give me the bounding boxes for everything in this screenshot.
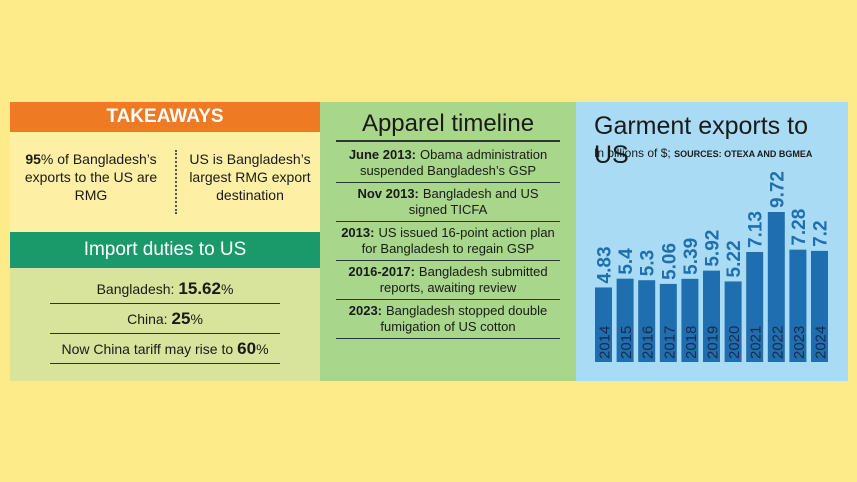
chart-panel: Garment exports to US In billions of $; …	[576, 102, 848, 381]
duty-unit: %	[190, 311, 203, 327]
x-tick-label: 2020	[726, 326, 743, 359]
duty-value: 15.62	[178, 279, 221, 298]
value-label: 5.3	[638, 250, 659, 276]
takeaways-title: TAKEAWAYS	[10, 102, 320, 132]
value-label: 7.13	[746, 211, 767, 248]
timeline-text: Bangladesh and US signed TICFA	[408, 186, 539, 217]
value-label: 4.83	[595, 246, 616, 283]
duty-unit: %	[256, 341, 269, 357]
bar	[681, 278, 699, 362]
bar	[638, 280, 656, 362]
x-tick-label: 2018	[683, 326, 700, 359]
x-tick-label: 2019	[705, 326, 722, 359]
timeline-date: Nov 2013:	[357, 186, 419, 201]
takeaway: 95% of Bangladesh’s exports to the US ar…	[16, 150, 166, 204]
bar	[811, 250, 828, 362]
timeline-text: Bangladesh submitted reports, awaiting r…	[379, 264, 548, 295]
duty-value: 60	[237, 339, 257, 358]
duty-unit: %	[220, 281, 234, 297]
bar	[767, 212, 785, 362]
x-tick-label: 2017	[661, 326, 678, 359]
timeline-title: Apparel timeline	[336, 110, 560, 142]
timeline-item: 2016-2017: Bangladesh submitted reports, …	[336, 261, 560, 300]
x-tick-label: 2015	[618, 326, 635, 359]
timeline-item: Nov 2013: Bangladesh and US signed TICFA	[336, 183, 560, 222]
bar	[789, 249, 807, 362]
x-tick-label: 2022	[769, 326, 786, 359]
value-label: 5.92	[703, 230, 724, 267]
timeline-text: Obama administration suspended Banglades…	[359, 147, 548, 178]
bar	[616, 278, 634, 362]
timeline-text: Bangladesh stopped double fumigation of …	[380, 303, 548, 334]
chart: 4.83 2014 5.4 2015 5.3 2016 5.06 2017 5.39 2018 5.…	[595, 171, 832, 362]
takeaways-panel: TAKEAWAYS 95% of Bangladesh’s exports to…	[10, 102, 320, 232]
duty-row: Bangladesh: 15.62%	[50, 274, 280, 304]
timeline-date: 2016-2017:	[348, 264, 415, 279]
timeline-text: US issued 16-point action plan for Bangl…	[361, 225, 555, 256]
duty-value: 25	[171, 309, 191, 328]
timeline-item: June 2013: Obama administration suspended…	[336, 144, 560, 183]
x-tick-label: 2016	[640, 326, 657, 359]
timeline-item: 2023: Bangladesh stopped double fumigatio…	[336, 300, 560, 339]
duty-label: Now China tariff may rise to	[61, 341, 234, 357]
value-label: 9.72	[767, 171, 788, 208]
divider	[175, 150, 177, 214]
x-tick-label: 2023	[791, 326, 808, 359]
value-label: 5.39	[681, 238, 702, 275]
takeaway-text: % of Bangladesh’s exports to the US are …	[24, 151, 158, 203]
timeline-panel: Apparel timeline June 2013: Obama adminis…	[320, 102, 576, 381]
bar	[595, 287, 612, 362]
value-label: 5.4	[616, 248, 637, 275]
duties-title: Import duties to US	[10, 232, 320, 268]
timeline-date: 2013:	[341, 225, 375, 240]
chart-source: SOURCES: OTEXA AND BGMEA	[674, 149, 813, 159]
duties-panel: Import duties to US Bangladesh: 15.62% Chi…	[10, 232, 320, 381]
bar	[724, 281, 742, 362]
takeaway: US is Bangladesh’s largest RMG export de…	[189, 151, 311, 203]
takeaway-bold: 95	[25, 151, 41, 167]
value-label: 7.2	[811, 220, 832, 246]
value-label: 7.28	[789, 209, 810, 246]
chart-title: Garment exports to US	[594, 112, 808, 169]
duty-label: China:	[127, 311, 168, 327]
timeline-date: 2023:	[348, 303, 383, 318]
bar	[746, 251, 764, 362]
chart-subtitle: In billions of $;	[594, 146, 671, 160]
x-tick-label: 2021	[748, 326, 765, 359]
duty-label: Bangladesh:	[96, 281, 175, 297]
timeline-date: June 2013:	[348, 147, 417, 162]
duty-row: Now China tariff may rise to 60%	[50, 334, 280, 364]
duty-row: China: 25%	[50, 304, 280, 334]
x-tick-label: 2024	[813, 326, 830, 359]
bar	[659, 283, 677, 362]
value-label: 5.22	[724, 240, 745, 277]
chart-subtitle-row: In billions of $; SOURCES: OTEXA AND BGM…	[594, 146, 812, 160]
value-label: 5.06	[659, 243, 680, 280]
timeline-item: 2013: US issued 16-point action plan for …	[336, 222, 560, 261]
bar	[703, 270, 720, 362]
x-tick-label: 2014	[597, 326, 614, 359]
